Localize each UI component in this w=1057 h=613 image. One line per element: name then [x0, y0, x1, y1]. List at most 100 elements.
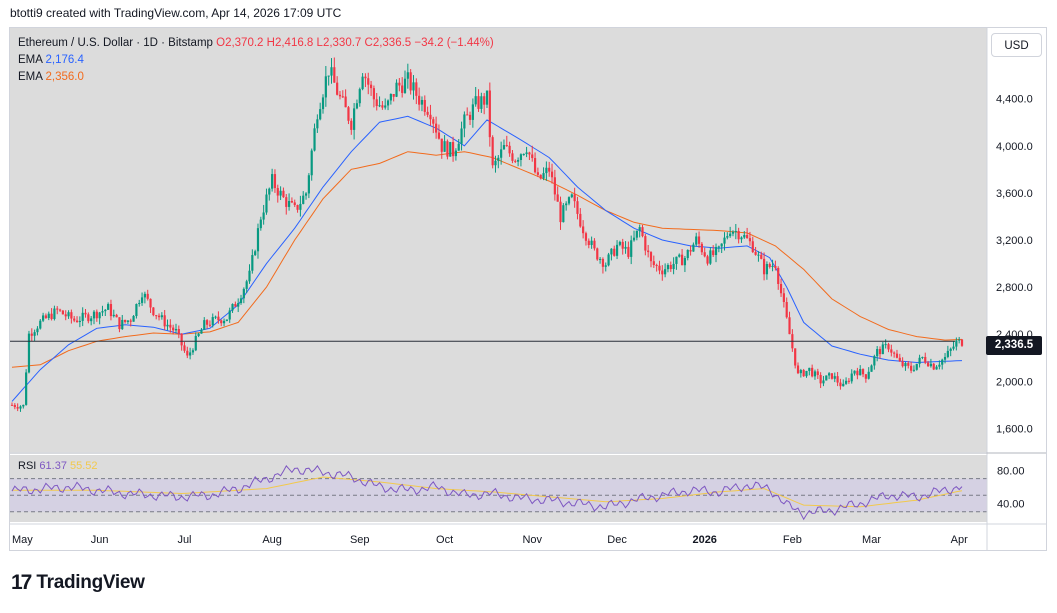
- candle-body: [95, 311, 98, 319]
- candle-body: [613, 248, 616, 256]
- candle-body: [576, 201, 579, 214]
- legend-ema-fast[interactable]: EMA 2,176.4: [18, 52, 494, 69]
- candle-body: [341, 96, 344, 98]
- candle-body: [943, 356, 947, 360]
- candle-body: [22, 404, 25, 407]
- candle-body: [941, 359, 944, 365]
- candle-body: [369, 84, 373, 89]
- candle-body: [152, 307, 155, 316]
- candle-body: [146, 293, 149, 299]
- candle-body: [214, 316, 217, 318]
- candle-body: [251, 255, 254, 271]
- candle-body: [245, 281, 248, 289]
- chart-credit: btotti9 created with TradingView.com, Ap…: [10, 6, 342, 20]
- ohlc-open: O2,370.2: [216, 37, 264, 49]
- candle-body: [689, 249, 692, 252]
- symbol-title[interactable]: Ethereum / U.S. Dollar · 1D · Bitstamp: [18, 37, 213, 49]
- candle-body: [435, 123, 438, 133]
- candle-body: [517, 159, 520, 162]
- candle-body: [819, 374, 822, 384]
- ema-slow-line: [11, 151, 963, 368]
- candle-body: [692, 244, 695, 252]
- currency-button[interactable]: USD: [991, 33, 1042, 57]
- candle-body: [25, 372, 28, 405]
- candle-body: [638, 227, 641, 231]
- candle-body: [254, 251, 257, 256]
- candle-body: [548, 167, 551, 172]
- candle-body: [398, 82, 401, 86]
- candle-body: [921, 356, 924, 358]
- candle-body: [302, 195, 305, 204]
- candle-body: [313, 128, 316, 151]
- candle-body: [336, 82, 339, 95]
- candle-body: [406, 72, 409, 79]
- candle-body: [794, 348, 797, 366]
- candle-body: [27, 333, 31, 373]
- candle-body: [98, 312, 101, 319]
- chart-legend: Ethereum / U.S. Dollar · 1D · Bitstamp O…: [18, 35, 494, 86]
- candle-body: [208, 324, 212, 326]
- candle-body: [239, 298, 243, 304]
- candle-body: [392, 94, 395, 97]
- candle-body: [579, 213, 582, 227]
- candle-body: [955, 340, 958, 347]
- candle-body: [123, 319, 127, 322]
- candle-body: [805, 370, 808, 377]
- candle-body: [497, 157, 500, 161]
- rsi-value: 61.37: [39, 460, 67, 472]
- candle-body: [30, 333, 33, 336]
- candle-body: [420, 99, 424, 105]
- candle-body: [344, 96, 347, 108]
- candle-body: [242, 288, 245, 299]
- candle-body: [878, 349, 882, 355]
- candle-body: [237, 303, 240, 307]
- candle-body: [876, 349, 879, 357]
- ema-fast-value: 2,176.4: [45, 54, 84, 66]
- candle-body: [92, 311, 96, 319]
- candle-body: [446, 141, 449, 157]
- candle-body: [47, 313, 50, 319]
- candle-body: [746, 234, 749, 239]
- candle-body: [853, 370, 856, 374]
- candle-body: [813, 371, 817, 377]
- candle-body: [893, 352, 896, 354]
- candle-body: [477, 96, 480, 109]
- candle-body: [683, 258, 687, 266]
- x-tick-label: Oct: [436, 534, 453, 546]
- x-tick-label: Jun: [91, 534, 109, 546]
- candle-body: [709, 250, 712, 264]
- candle-body: [319, 109, 322, 120]
- candle-body: [935, 366, 938, 370]
- candle-body: [135, 304, 138, 317]
- x-tick-label: Nov: [522, 534, 542, 546]
- candle-body: [697, 236, 701, 244]
- candle-body: [918, 357, 921, 364]
- candle-body: [271, 174, 274, 189]
- candle-body: [847, 380, 851, 382]
- candle-body: [618, 241, 621, 245]
- candle-body: [330, 67, 333, 76]
- candle-body: [655, 264, 658, 266]
- candle-body: [932, 363, 935, 370]
- ema-slow-label: EMA: [18, 71, 43, 83]
- candle-body: [870, 365, 873, 372]
- candle-body: [172, 327, 175, 331]
- candle-body: [615, 244, 619, 256]
- candle-body: [519, 154, 523, 160]
- candle-body: [839, 382, 842, 387]
- rsi-legend[interactable]: RSI 61.37 55.52: [18, 460, 98, 472]
- tradingview-logo[interactable]: 17 TradingView: [11, 571, 145, 595]
- candle-body: [64, 314, 67, 317]
- rsi-tick-label: 80.00: [997, 465, 1025, 477]
- candle-body: [593, 240, 596, 249]
- legend-ema-slow[interactable]: EMA 2,356.0: [18, 69, 494, 86]
- candle-body: [367, 78, 370, 85]
- candle-body: [112, 314, 115, 317]
- candle-body: [859, 369, 862, 376]
- candle-body: [290, 201, 294, 203]
- candle-body: [799, 370, 802, 374]
- candle-body: [844, 380, 848, 384]
- candle-body: [13, 404, 16, 408]
- candle-body: [703, 252, 706, 257]
